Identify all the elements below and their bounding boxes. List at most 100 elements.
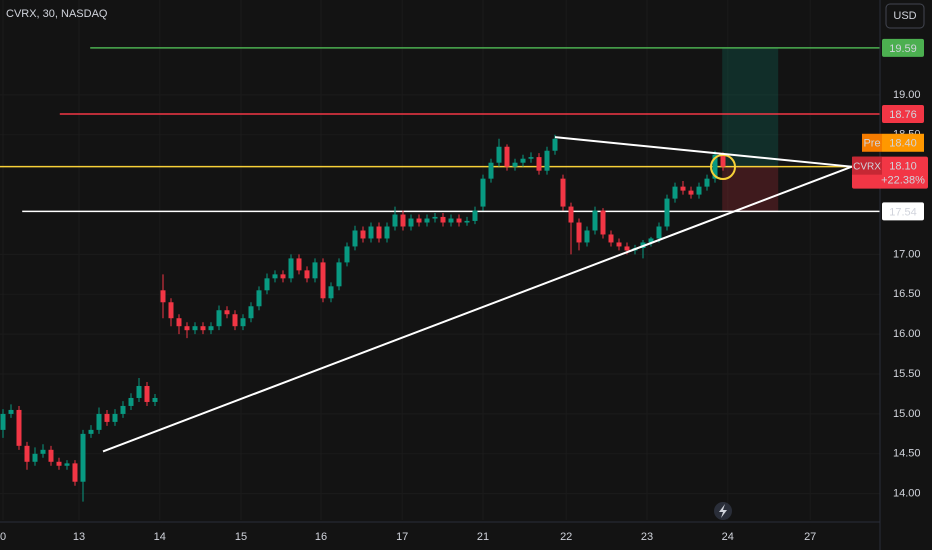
candle-body	[712, 154, 718, 179]
x-tick-label: 16	[315, 531, 327, 543]
candle-body	[112, 413, 118, 422]
chart-title: CVRX, 30, NASDAQ	[6, 8, 108, 20]
level-label-box	[882, 38, 924, 57]
candle-body	[616, 242, 622, 247]
candle-body	[584, 230, 590, 243]
candle-body	[464, 220, 470, 223]
candle-body	[480, 178, 486, 207]
candle-body	[336, 262, 342, 287]
x-tick-label: 24	[722, 531, 734, 543]
candle-body	[152, 397, 158, 402]
level-label-box	[882, 202, 924, 221]
candle-body	[360, 230, 366, 239]
candle-body	[312, 262, 318, 279]
candle-body	[696, 186, 702, 195]
y-tick-label: 17.00	[893, 248, 921, 260]
candle-body	[560, 178, 566, 207]
candle-body	[280, 274, 286, 279]
candle-body	[576, 222, 582, 243]
last-price: 18.10	[889, 161, 917, 173]
x-tick-label: 17	[396, 531, 408, 543]
candle-body	[488, 162, 494, 179]
candle-body	[304, 270, 310, 279]
candle-body	[680, 186, 686, 191]
candle-body	[528, 157, 534, 159]
candle-body	[376, 226, 382, 239]
y-tick-label: 19.00	[893, 89, 921, 101]
candle-body	[496, 146, 502, 163]
candle-body	[216, 310, 222, 327]
candle-body	[424, 218, 430, 223]
candle-body	[264, 278, 270, 291]
x-tick-label: 27	[804, 531, 816, 543]
candle-body	[472, 210, 478, 221]
candle-body	[592, 210, 598, 231]
candle-body	[440, 216, 446, 223]
y-tick-label: 14.50	[893, 448, 921, 460]
candle-body	[704, 178, 710, 187]
candle-body	[120, 405, 126, 414]
level-label: 17.54	[889, 206, 917, 218]
y-tick-label: 14.00	[893, 488, 921, 500]
y-tick-label: 15.50	[893, 368, 921, 380]
candle-body	[168, 302, 174, 319]
candle-body	[32, 453, 38, 462]
candle-body	[192, 326, 198, 331]
candle-body	[104, 413, 110, 422]
trend-line	[102, 165, 853, 453]
candle-body	[344, 246, 350, 263]
candle-body	[720, 154, 726, 167]
x-tick-label: 23	[641, 531, 653, 543]
candle-body	[328, 286, 334, 299]
candle-body	[16, 409, 22, 446]
last-change: +22.38%	[881, 175, 925, 187]
candle-body	[552, 138, 558, 151]
candle-body	[96, 413, 102, 430]
target-zone	[722, 47, 779, 167]
x-tick-label: 21	[477, 531, 489, 543]
candle-body	[664, 198, 670, 227]
y-tick-label: 16.00	[893, 328, 921, 340]
symbol-label: CVRX	[853, 161, 881, 172]
candle-body	[392, 214, 398, 227]
x-tick-label: 0	[0, 531, 6, 543]
x-tick-label: 13	[73, 531, 85, 543]
currency-button[interactable]	[885, 3, 925, 29]
y-tick-label: 15.00	[893, 408, 921, 420]
candle-body	[240, 318, 246, 327]
candle-body	[128, 397, 134, 406]
candle-body	[224, 310, 230, 315]
candle-body	[408, 218, 414, 227]
candle-body	[672, 186, 678, 199]
pre-tag-box	[862, 133, 882, 152]
candle-body	[512, 162, 518, 167]
candle-body	[600, 210, 606, 235]
currency-label[interactable]: USD	[893, 10, 916, 22]
pre-tag: Pre	[863, 138, 880, 150]
candle-body	[248, 306, 254, 319]
candle-body	[8, 409, 14, 414]
highlight-circle	[710, 154, 736, 180]
candle-body	[256, 290, 262, 307]
pre-price-box	[882, 133, 924, 152]
candle-body	[648, 238, 654, 243]
candle-body	[176, 318, 182, 327]
candle-body	[688, 190, 694, 195]
candle-body	[416, 218, 422, 223]
candle-body	[64, 463, 70, 466]
candle-body	[320, 262, 326, 299]
candle-body	[200, 326, 206, 331]
candle-body	[400, 214, 406, 227]
lightning-icon	[719, 504, 727, 518]
candle-body	[272, 274, 278, 279]
candle-body	[160, 290, 166, 303]
candle-body	[0, 413, 6, 430]
symbol-box	[852, 156, 882, 175]
candle-body	[456, 218, 462, 223]
candle-body	[296, 258, 302, 271]
candle-body	[544, 150, 550, 171]
candle-body	[184, 326, 190, 331]
candle-body	[232, 314, 238, 327]
